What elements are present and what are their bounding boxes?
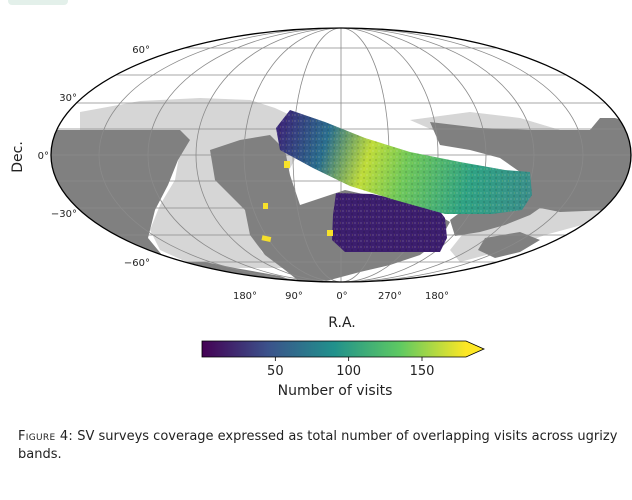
dec-tick-labels: 60° 30° 0° −30° −60° (38, 45, 150, 269)
sv-field-4 (327, 230, 333, 236)
y-axis-label: Dec. (10, 141, 26, 173)
colorbar-extend-arrow (466, 341, 484, 357)
dec-tick-label: 60° (132, 45, 150, 56)
dec-tick-label: −30° (51, 209, 77, 220)
sv-coverage-stripe-texture (276, 110, 532, 214)
ra-tick-label: 270° (378, 291, 402, 302)
colorbar-gradient (202, 341, 466, 357)
ra-tick-label: 180° (233, 291, 257, 302)
colorbar-tick-label: 100 (336, 364, 361, 379)
x-axis-label: R.A. (328, 315, 355, 331)
dec-tick-label: 30° (59, 93, 77, 104)
colorbar-label: Number of visits (278, 383, 393, 399)
ra-tick-label: 0° (336, 291, 347, 302)
top-edge-mark (8, 0, 68, 5)
sv-field-1 (284, 161, 290, 168)
sv-field-2 (263, 203, 268, 209)
sv-coverage (261, 110, 532, 252)
sv-field-3 (261, 235, 272, 242)
colorbar-tick-label: 50 (267, 364, 284, 379)
colorbar: 50 100 150 Number of visits (201, 340, 485, 399)
colorbar-outline (201, 340, 485, 358)
figure-caption-label: Figure 4: (18, 429, 74, 444)
colorbar-tick-label: 150 (410, 364, 435, 379)
figure-caption: Figure 4: SV surveys coverage expressed … (18, 428, 622, 464)
ra-tick-label: 90° (285, 291, 303, 302)
footprint-layers (51, 98, 631, 282)
dec-tick-label: −60° (124, 258, 150, 269)
projection-boundary (50, 27, 632, 283)
figure-caption-text: SV surveys coverage expressed as total n… (18, 429, 618, 462)
ra-tick-labels: 180° 90° 0° 270° 180° (233, 291, 449, 302)
ra-tick-label: 180° (425, 291, 449, 302)
dec-tick-label: 0° (38, 151, 49, 162)
colorbar-ticks: 50 100 150 (267, 357, 434, 379)
sv-coverage-patch-texture (332, 193, 447, 252)
